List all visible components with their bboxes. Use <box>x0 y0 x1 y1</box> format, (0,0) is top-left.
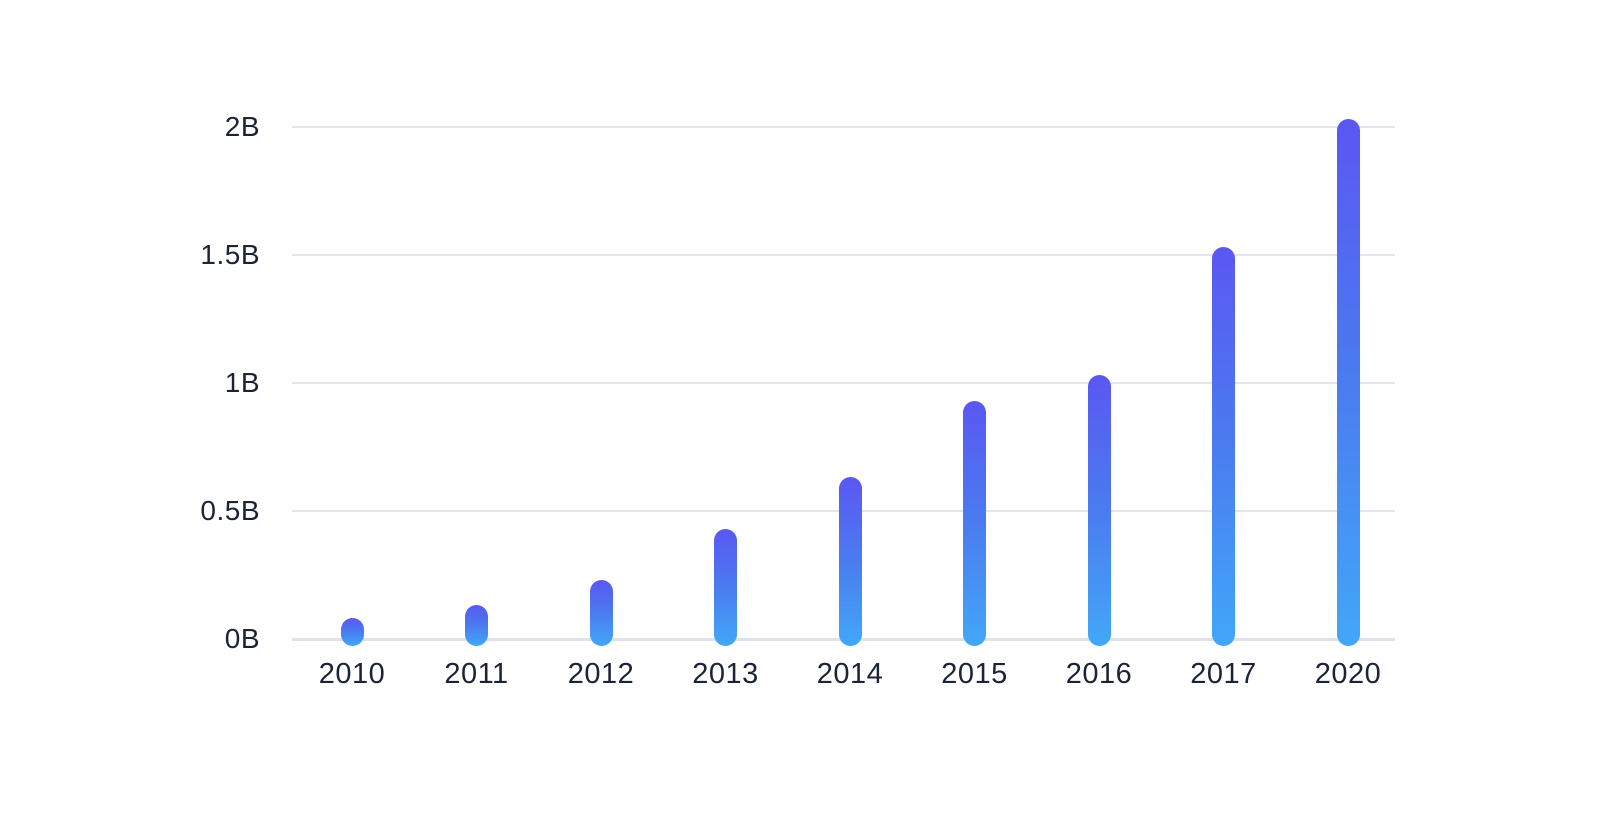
x-tick-label-2013: 2013 <box>692 658 759 690</box>
gridline-1.5B <box>292 254 1395 256</box>
x-tick-label-2015: 2015 <box>941 658 1008 690</box>
x-tick-label-2014: 2014 <box>816 658 884 690</box>
x-tick-label-2017: 2017 <box>1190 658 1257 690</box>
x-tick-label-2016: 2016 <box>1065 658 1133 690</box>
bar-2020 <box>1336 119 1360 646</box>
y-tick-label: 1.5B <box>200 239 260 270</box>
bar-2017 <box>1212 247 1235 646</box>
x-tick-label-2011: 2011 <box>444 658 509 690</box>
gridline-2B <box>292 126 1395 128</box>
bar-2010 <box>340 618 364 646</box>
x-tick-label-2012: 2012 <box>567 658 635 690</box>
y-tick-label: 2B <box>224 111 260 142</box>
bar-2014 <box>838 477 862 646</box>
bar-2011 <box>465 605 488 646</box>
bar-2013 <box>714 528 737 646</box>
x-tick-label-2020: 2020 <box>1314 658 1382 690</box>
bar-2016 <box>1087 375 1111 646</box>
y-tick-label: 1B <box>224 367 260 398</box>
x-tick-label-2010: 2010 <box>318 658 386 690</box>
gridline-1B <box>292 382 1395 384</box>
bar-2015 <box>963 400 986 646</box>
y-tick-label: 0.5B <box>200 495 260 526</box>
y-tick-label: 0B <box>224 623 260 654</box>
bar-2012 <box>589 579 613 646</box>
